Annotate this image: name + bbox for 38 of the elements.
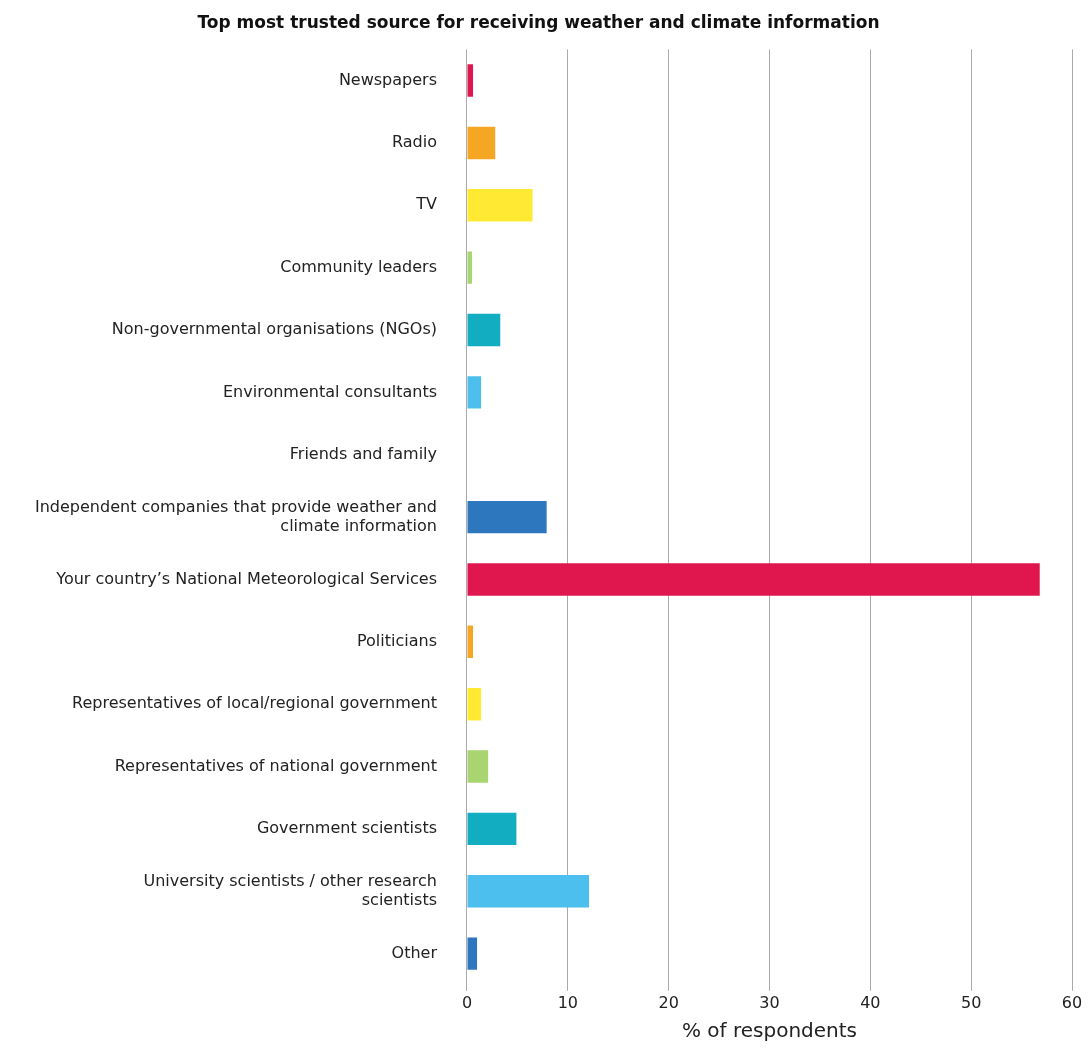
y-tick-label: Radio xyxy=(392,132,437,152)
y-tick-label: Newspapers xyxy=(338,69,437,89)
y-tick-label: Friends and family xyxy=(289,443,437,463)
bar xyxy=(467,625,474,659)
x-tick-label: 30 xyxy=(759,992,780,1012)
bar xyxy=(467,812,517,846)
y-tick-label: Other xyxy=(391,942,438,962)
y-tick-label: Independent companies that provide weather and climate information xyxy=(34,496,437,535)
bar xyxy=(467,937,478,970)
y-tick-label: Government scientists xyxy=(256,818,437,838)
chart-title: Top most trusted source for receiving weather and climate information xyxy=(197,11,880,32)
y-tick-label: University scientists / other research scientists xyxy=(143,870,437,910)
bar xyxy=(467,687,482,721)
x-tick-label: 0 xyxy=(461,992,473,1012)
y-tick-label: Environmental consultants xyxy=(223,381,437,401)
y-tick-label: Community leaders xyxy=(280,256,437,276)
x-tick-label: 20 xyxy=(658,992,679,1012)
x-tick-label: 50 xyxy=(960,992,982,1012)
bar xyxy=(467,313,501,347)
y-tick-label: Your country’s National Meteorological Services xyxy=(55,568,437,588)
bar xyxy=(467,875,589,908)
y-tick-label: Politicians xyxy=(356,630,437,650)
x-tick-label: 10 xyxy=(557,992,579,1012)
x-tick-label: 60 xyxy=(1061,992,1083,1012)
bar xyxy=(467,750,489,783)
y-tick-label: TV xyxy=(415,194,438,214)
bar xyxy=(467,189,533,222)
bar xyxy=(467,251,473,284)
bar xyxy=(467,500,547,534)
bar xyxy=(467,126,496,160)
bar xyxy=(467,64,474,97)
x-tick-label: 40 xyxy=(860,992,881,1012)
y-tick-label: Non-governmental organisations (NGOs) xyxy=(111,319,437,339)
bar xyxy=(467,376,482,409)
y-tick-label: Representatives of national government xyxy=(114,755,437,775)
y-tick-label: Representatives of local/regional government xyxy=(72,693,437,713)
x-axis-title: % of respondents xyxy=(681,1018,858,1043)
bar xyxy=(467,563,1040,596)
